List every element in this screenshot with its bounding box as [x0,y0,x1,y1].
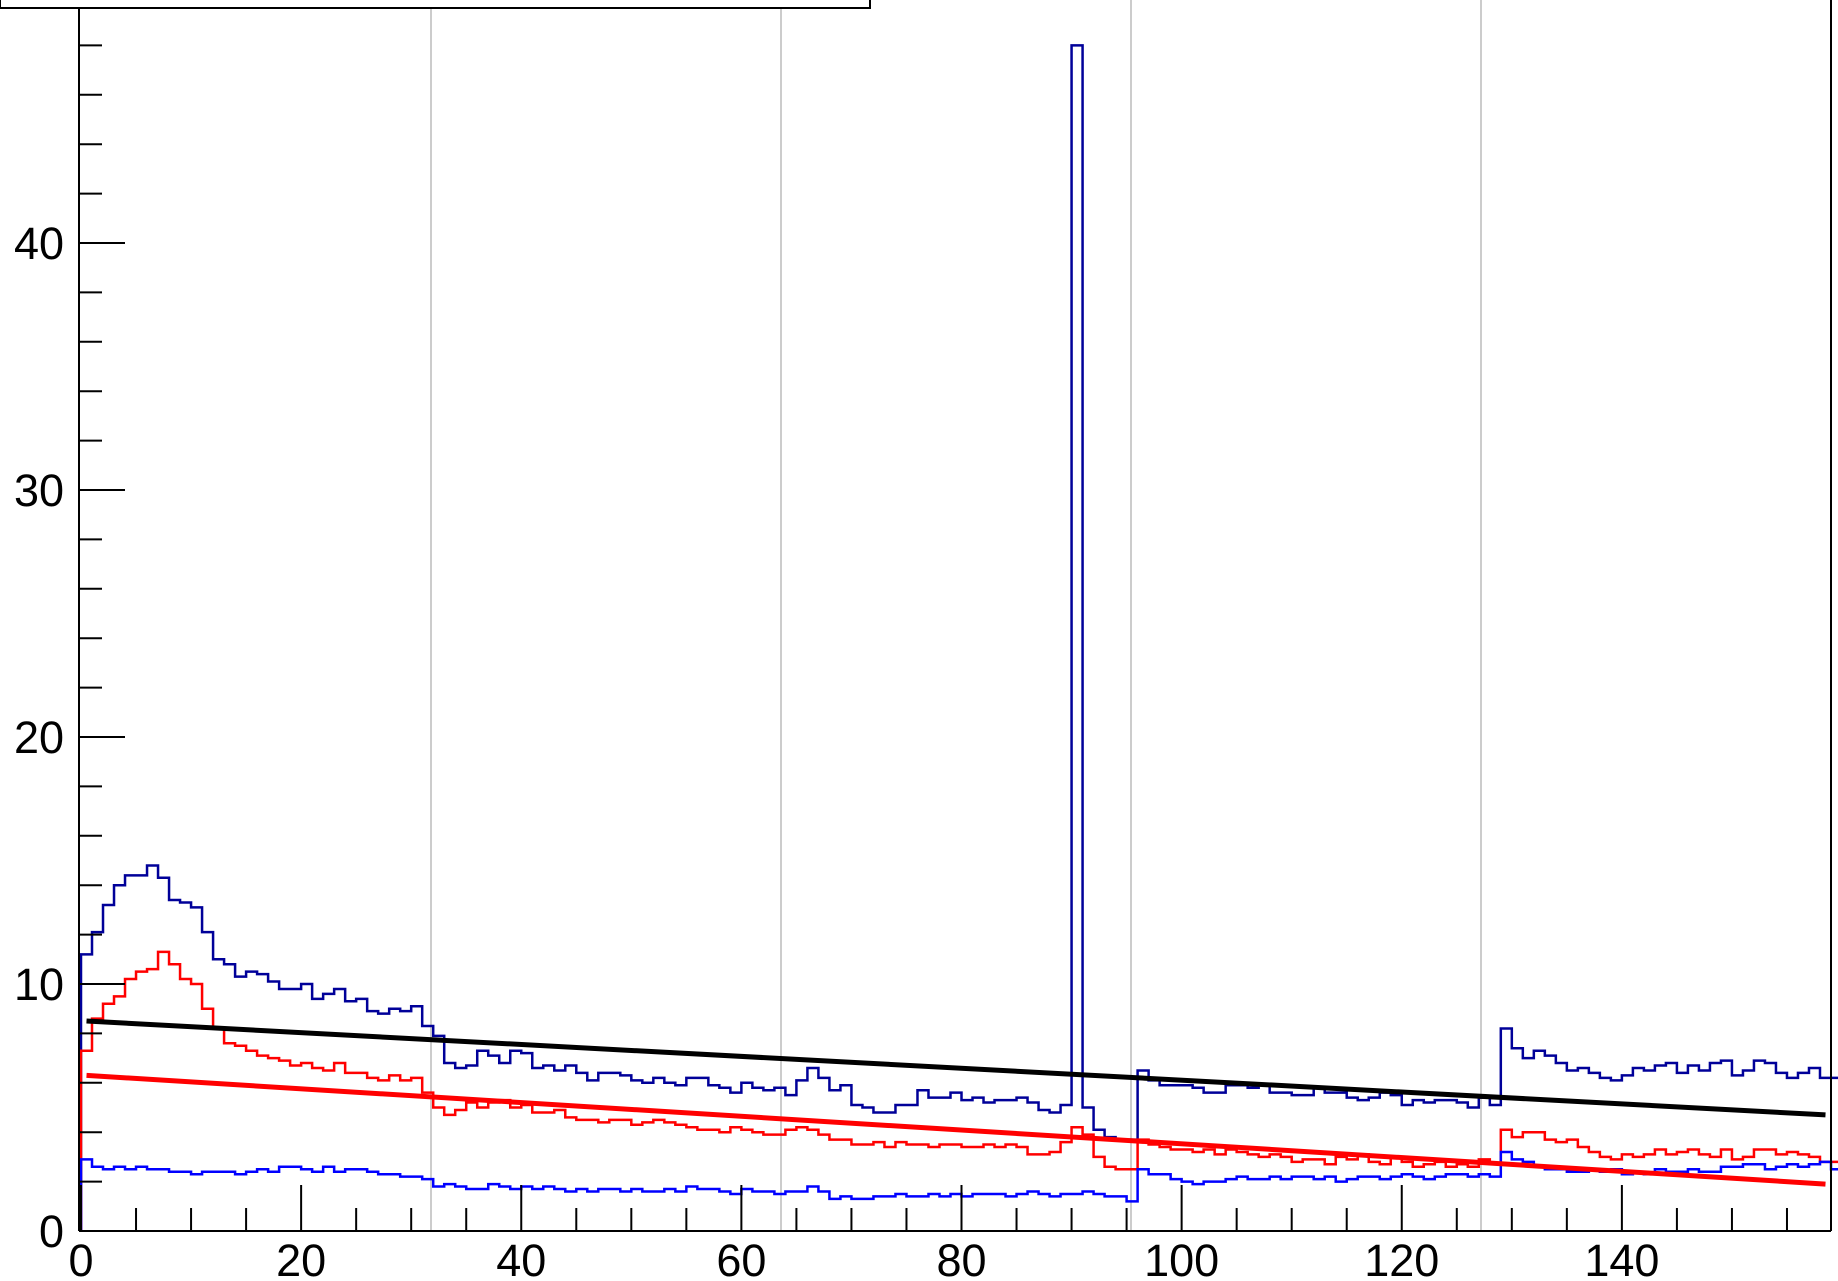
series-4-line [86,1072,1826,1187]
x-tick-label: 60 [716,1235,766,1281]
y-tick-label: 40 [14,218,64,269]
x-tick-label: 0 [68,1235,93,1281]
y-tick-label: 10 [14,959,64,1010]
series-2-step [79,1150,1838,1231]
axes: 0 10 20 30 40 0 20 40 60 80 100 120 140 [14,0,1832,1281]
x-tick-label: 80 [936,1235,986,1281]
series-layer [79,44,1838,1231]
x-tick-label: 20 [276,1235,326,1281]
x-tick-label: 40 [496,1235,546,1281]
x-tick-label: 100 [1144,1235,1219,1281]
series-3-line [86,1018,1826,1118]
y-tick-label: 20 [14,712,64,763]
y-tick-label: 0 [39,1206,64,1257]
x-tick-label: 120 [1364,1235,1439,1281]
series-1-step [79,950,1838,1231]
series-0-step [79,44,1838,1231]
y-tick-label: 30 [14,465,64,516]
x-tick-label: 140 [1584,1235,1659,1281]
legend-box [0,0,871,9]
